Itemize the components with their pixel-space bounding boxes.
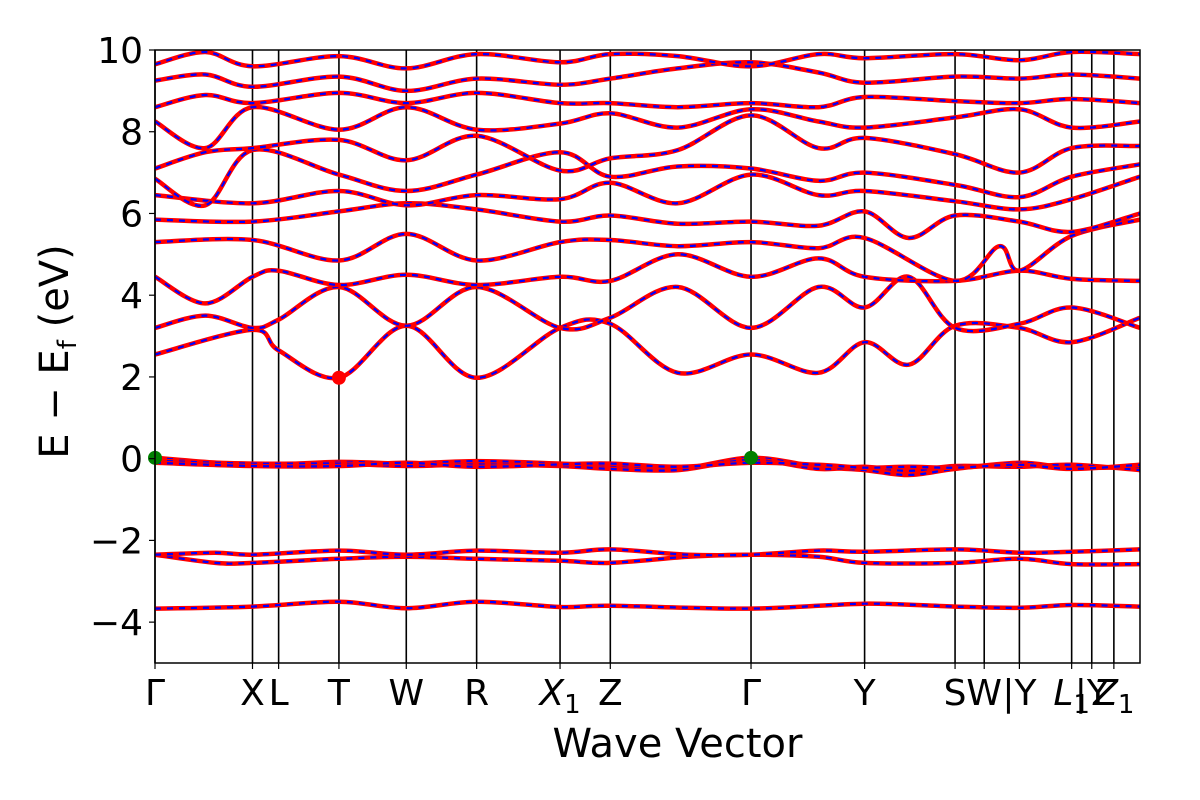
band-line-overlay <box>155 173 1140 211</box>
x-tick-label-main: T <box>327 673 351 714</box>
x-tick-label-main: Z <box>1092 673 1119 714</box>
x-tick-label-main: Z <box>598 673 623 714</box>
band-line-overlay <box>155 61 1140 93</box>
band-line <box>155 217 1140 284</box>
x-tick-label: L <box>269 673 289 714</box>
x-tick-label: |Y <box>1075 673 1110 714</box>
x-tick-label: T <box>327 673 351 714</box>
band-line-overlay <box>155 148 1140 207</box>
band-line-overlay <box>155 548 1140 557</box>
y-tick-label: 6 <box>120 194 143 235</box>
x-tick-label: X <box>240 673 265 714</box>
x-tick-label-sub: 1 <box>1118 690 1135 720</box>
band-line-overlay <box>155 253 1140 305</box>
band-line-overlay <box>155 553 1140 566</box>
x-tick-label-main: L <box>1053 673 1073 714</box>
x-tick-label-main: W <box>966 673 1002 714</box>
x-tick-label: R <box>464 673 489 714</box>
y-axis-title-unit: (eV) <box>32 244 78 340</box>
band-line <box>155 201 1140 241</box>
x-tick-label: Γ <box>145 673 165 714</box>
band-line-overlay <box>155 91 1140 109</box>
x-tick-label: Z1 <box>1092 673 1134 720</box>
x-tick-label-main: X <box>537 673 565 714</box>
y-tick-label: 10 <box>97 31 143 72</box>
band-lines <box>155 50 1140 611</box>
x-axis-title: Wave Vector <box>553 721 804 767</box>
x-tick-label-main: L <box>269 673 289 714</box>
x-tick-label: Z <box>598 673 623 714</box>
plot-frame <box>154 49 1141 664</box>
y-axis-title-sub: f <box>53 339 83 349</box>
x-tick-label: W <box>966 673 1002 714</box>
y-tick-label: 2 <box>120 358 143 399</box>
x-tick-label-main: |Y <box>1002 673 1037 714</box>
x-tick-label-main: Y <box>853 673 877 714</box>
x-tick-label: W <box>388 673 424 714</box>
x-tick-label-main: X <box>240 673 265 714</box>
x-tick-label: L1 <box>1053 673 1090 720</box>
x-tick-label-sub: 1 <box>1073 690 1090 720</box>
band-line-overlay <box>155 105 1140 150</box>
y-axis-title: E − Ef (eV) <box>32 244 83 459</box>
x-tick-label-main: Γ <box>145 673 165 714</box>
x-tick-label: Y <box>853 673 877 714</box>
x-tick-label-main: |Y <box>1075 673 1110 714</box>
y-tick-label: 4 <box>120 276 143 317</box>
x-tick-label: Γ <box>741 673 761 714</box>
x-tick-label: X1 <box>537 673 580 720</box>
y-tick-label: 8 <box>120 113 143 154</box>
y-axis-ticks: 10 8 6 4 2 0 −2 −4 <box>90 31 155 644</box>
band-line-overlay <box>155 600 1140 610</box>
band-line-overlay <box>155 316 1140 380</box>
x-tick-label: S <box>944 673 967 714</box>
y-axis-title-main: E − E <box>32 349 78 459</box>
band-line <box>155 274 1140 334</box>
band-line <box>155 460 1140 472</box>
y-tick-label: −2 <box>90 521 143 562</box>
y-tick-label: 0 <box>120 440 143 481</box>
x-tick-label-sub: 1 <box>564 690 581 720</box>
x-tick-label-main: S <box>944 673 967 714</box>
band-line-overlay <box>155 50 1140 70</box>
x-tick-label: |Y <box>1002 673 1037 714</box>
extremum-marker <box>744 450 759 465</box>
band-line-overlay <box>155 114 1140 174</box>
extremum-marker <box>331 370 346 385</box>
x-tick-label-main: Γ <box>741 673 761 714</box>
x-tick-label-main: R <box>464 673 489 714</box>
y-tick-label: −4 <box>90 603 143 644</box>
x-tick-label-main: W <box>388 673 424 714</box>
x-axis-ticks: Γ X L T W R X1 Z Γ Y S W |Y L1|YZ1 <box>145 663 1134 720</box>
